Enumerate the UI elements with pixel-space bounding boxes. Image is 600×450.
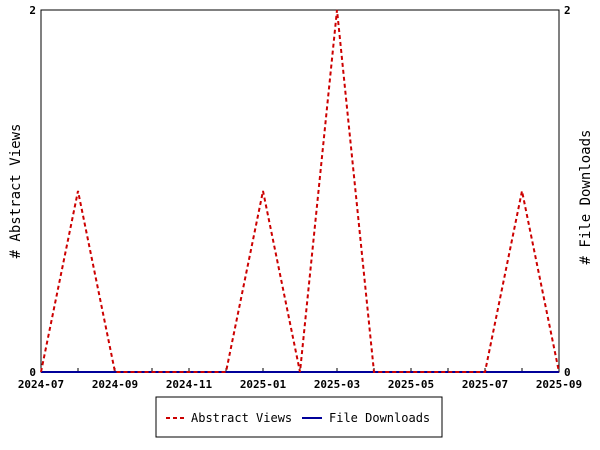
y-right-tick-label-max: 2 — [564, 4, 571, 17]
series-line-abstract-views — [40, 9, 560, 373]
x-tick-label: 2024-11 — [166, 378, 213, 391]
x-axis: 2024-07 2024-09 2024-11 2025-01 2025-03 2025-… — [18, 368, 582, 391]
plot-area — [40, 9, 560, 373]
x-tick-label: 2025-09 — [536, 378, 582, 391]
x-tick-label: 2025-07 — [462, 378, 508, 391]
legend: Abstract Views File Downloads — [155, 396, 443, 438]
y-axes: 2 0 2 0 — [29, 4, 570, 379]
y-left-axis-title: # Abstract Views — [8, 124, 24, 259]
legend-label-abstract-views: Abstract Views — [191, 411, 292, 425]
x-tick-label: 2024-07 — [18, 378, 64, 391]
y-left-tick-label-max: 2 — [29, 4, 36, 17]
y-right-tick-label-min: 0 — [564, 366, 571, 379]
x-tick-label: 2024-09 — [92, 378, 138, 391]
y-left-tick-label-min: 0 — [29, 366, 36, 379]
x-tick-label: 2025-03 — [314, 378, 360, 391]
x-tick-label: 2025-05 — [388, 378, 434, 391]
legend-label-file-downloads: File Downloads — [329, 411, 430, 425]
y-right-axis-title: # File Downloads — [578, 130, 594, 265]
x-tick-label: 2025-01 — [240, 378, 287, 391]
series-layer — [40, 9, 560, 373]
legend-box — [155, 396, 443, 438]
